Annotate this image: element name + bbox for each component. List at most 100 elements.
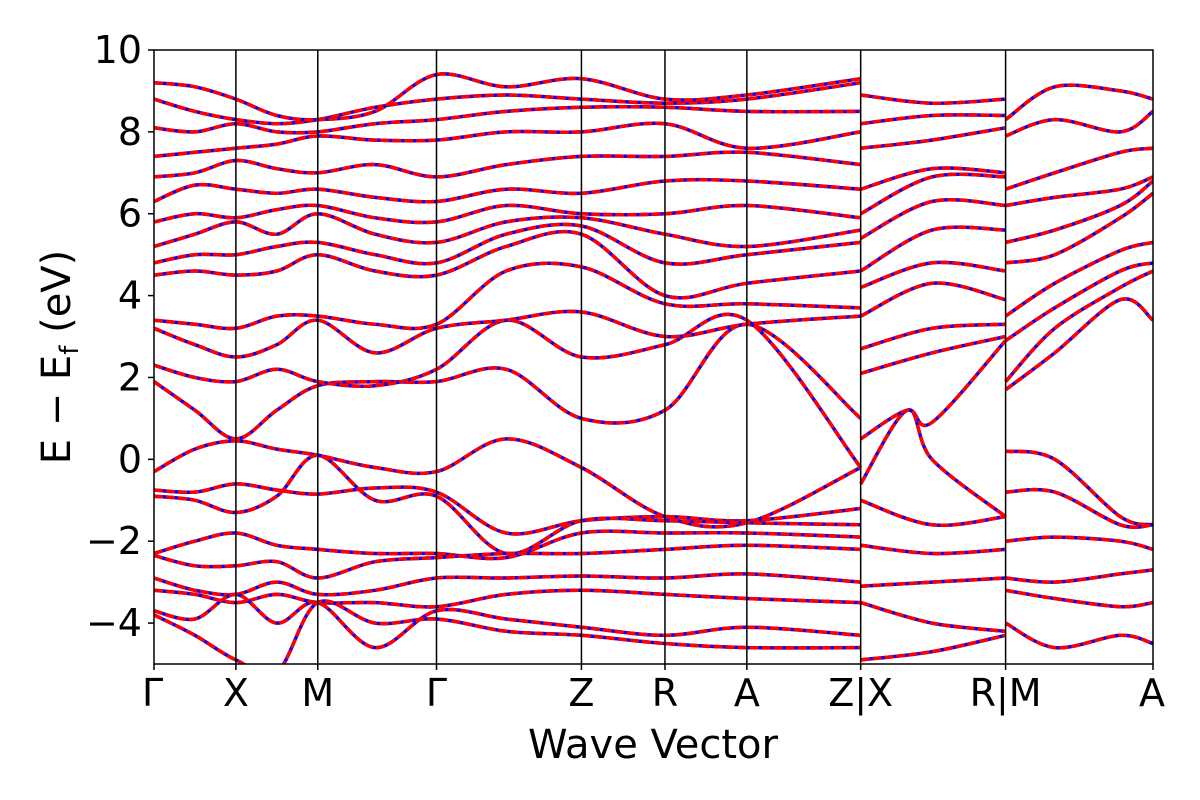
band-line-8-solid — [154, 592, 861, 650]
x-axis-label: Wave Vector — [528, 722, 779, 768]
band-line-51-dashed — [1004, 240, 1153, 318]
band-line-25-dashed — [860, 498, 1006, 528]
band-line-44-dashed — [1005, 535, 1153, 552]
band-line-26-dashed — [860, 543, 1006, 556]
band-line-35 — [859, 225, 1006, 273]
band-line-25 — [860, 498, 1006, 528]
band-line-27 — [860, 576, 1006, 588]
band-line-46-solid — [1005, 588, 1153, 609]
band-line-36-dashed — [859, 197, 1006, 240]
band-line-55-solid — [1005, 146, 1153, 191]
x-tick-label-7: A — [734, 671, 760, 715]
band-line-50 — [1004, 261, 1153, 343]
y-tick-label-1: −4 — [86, 601, 142, 645]
high-symmetry-lines — [235, 50, 1007, 664]
band-line-46 — [1005, 588, 1153, 609]
y-axis-label: E − Ef (eV) — [34, 250, 85, 465]
band-line-36-solid — [859, 197, 1006, 240]
band-line-1-solid — [154, 437, 862, 529]
band-line-36 — [859, 197, 1006, 240]
band-line-39-dashed — [860, 126, 1006, 150]
band-line-1-dashed — [154, 437, 862, 529]
band-line-38-dashed — [860, 166, 1006, 191]
band-line-19 — [154, 150, 861, 179]
x-tick-label-4: Γ — [426, 671, 447, 715]
y-tick-label-4: 2 — [118, 355, 142, 399]
band-line-31 — [860, 334, 1006, 376]
band-line-21-dashed — [154, 105, 861, 135]
x-tick-label-1: Γ — [142, 671, 163, 715]
band-line-8-dashed — [154, 592, 861, 650]
band-line-32-dashed — [860, 322, 1006, 351]
x-tick-label-3: M — [301, 671, 334, 715]
y-axis-label-subscript: f — [55, 345, 85, 355]
x-axis-ticks: Γ X M Γ Z R A Z|X R|M A — [142, 664, 1165, 716]
band-line-57-dashed — [1004, 83, 1153, 122]
band-line-28 — [860, 600, 1006, 634]
band-line-45-dashed — [1005, 568, 1153, 584]
band-line-52-dashed — [1005, 191, 1153, 265]
band-line-6-dashed — [154, 572, 861, 597]
band-line-22 — [154, 80, 861, 126]
band-line-2-solid — [154, 482, 861, 536]
band-line-37 — [859, 172, 1006, 216]
band-line-34 — [860, 260, 1006, 290]
band-series-layer — [154, 72, 1153, 664]
band-line-9-dashed — [154, 599, 861, 664]
y-tick-label-8: 10 — [94, 28, 142, 72]
band-line-43-dashed — [1005, 487, 1153, 529]
y-tick-label-6: 6 — [118, 192, 142, 236]
band-line-7-dashed — [154, 588, 861, 609]
y-axis-label-unit: (eV) — [34, 250, 80, 346]
x-tick-label-9: R|M — [970, 671, 1042, 716]
y-tick-label-2: −2 — [86, 519, 142, 563]
band-line-8 — [154, 592, 861, 650]
band-line-48 — [1004, 297, 1153, 392]
band-line-2 — [154, 482, 861, 536]
x-tick-label-8: Z|X — [828, 671, 893, 716]
band-line-56-dashed — [1004, 109, 1153, 138]
band-line-45 — [1005, 568, 1153, 584]
band-line-2-dashed — [154, 482, 861, 536]
y-axis-ticks: −4 −2 0 2 4 6 8 10 — [86, 28, 154, 645]
band-line-54 — [1005, 175, 1153, 208]
band-line-33 — [859, 281, 1007, 318]
band-line-41-dashed — [860, 93, 1006, 106]
band-line-27-dashed — [860, 576, 1006, 588]
band-line-44 — [1005, 535, 1153, 552]
band-line-24 — [859, 408, 1007, 518]
band-line-42-dashed — [1005, 449, 1153, 527]
band-line-49 — [1004, 269, 1153, 383]
y-tick-label-5: 4 — [118, 274, 142, 318]
band-line-54-dashed — [1005, 175, 1153, 208]
band-line-28-solid — [860, 600, 1006, 634]
band-line-7 — [154, 588, 861, 609]
band-line-40-dashed — [860, 113, 1006, 126]
band-line-49-dashed — [1004, 269, 1153, 383]
band-line-10-solid — [154, 322, 862, 441]
band-line-57 — [1004, 83, 1153, 122]
band-line-48-dashed — [1004, 297, 1153, 392]
band-line-47 — [1004, 621, 1153, 650]
x-tick-label-10: A — [1139, 671, 1165, 715]
band-line-24-dashed — [859, 408, 1007, 518]
band-line-14 — [154, 229, 861, 300]
band-line-18 — [154, 177, 861, 204]
band-line-12 — [154, 309, 861, 359]
band-line-16 — [154, 211, 861, 249]
band-line-29 — [860, 633, 1006, 662]
band-line-37-dashed — [859, 172, 1006, 216]
band-line-29-dashed — [860, 633, 1006, 662]
band-line-53 — [1005, 179, 1153, 245]
x-tick-label-2: X — [223, 671, 249, 715]
band-line-1 — [154, 437, 862, 529]
band-line-53-dashed — [1005, 179, 1153, 245]
band-line-28-dashed — [860, 600, 1006, 634]
band-line-43 — [1005, 487, 1153, 529]
band-line-55 — [1005, 146, 1153, 191]
y-axis-label-main: E − E — [34, 355, 80, 465]
band-line-6 — [154, 572, 861, 597]
band-line-47-dashed — [1004, 621, 1153, 650]
band-line-46-dashed — [1005, 588, 1153, 609]
x-tick-label-6: R — [652, 671, 678, 715]
